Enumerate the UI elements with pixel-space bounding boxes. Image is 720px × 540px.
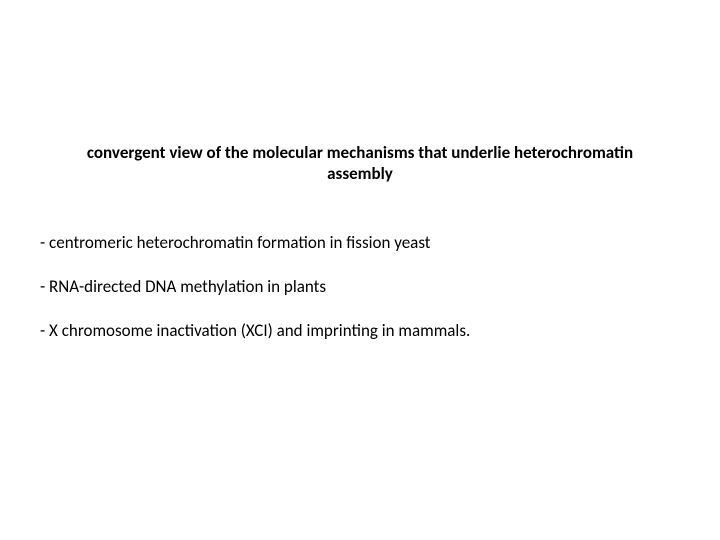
- list-item: - X chromosome inactivation (XCI) and im…: [40, 320, 680, 342]
- bullet-list: - centromeric heterochromatin formation …: [40, 232, 680, 364]
- list-item: - centromeric heterochromatin formation …: [40, 232, 680, 254]
- slide-title: convergent view of the molecular mechani…: [70, 142, 650, 185]
- slide: convergent view of the molecular mechani…: [0, 0, 720, 540]
- list-item: - RNA-directed DNA methylation in plants: [40, 276, 680, 298]
